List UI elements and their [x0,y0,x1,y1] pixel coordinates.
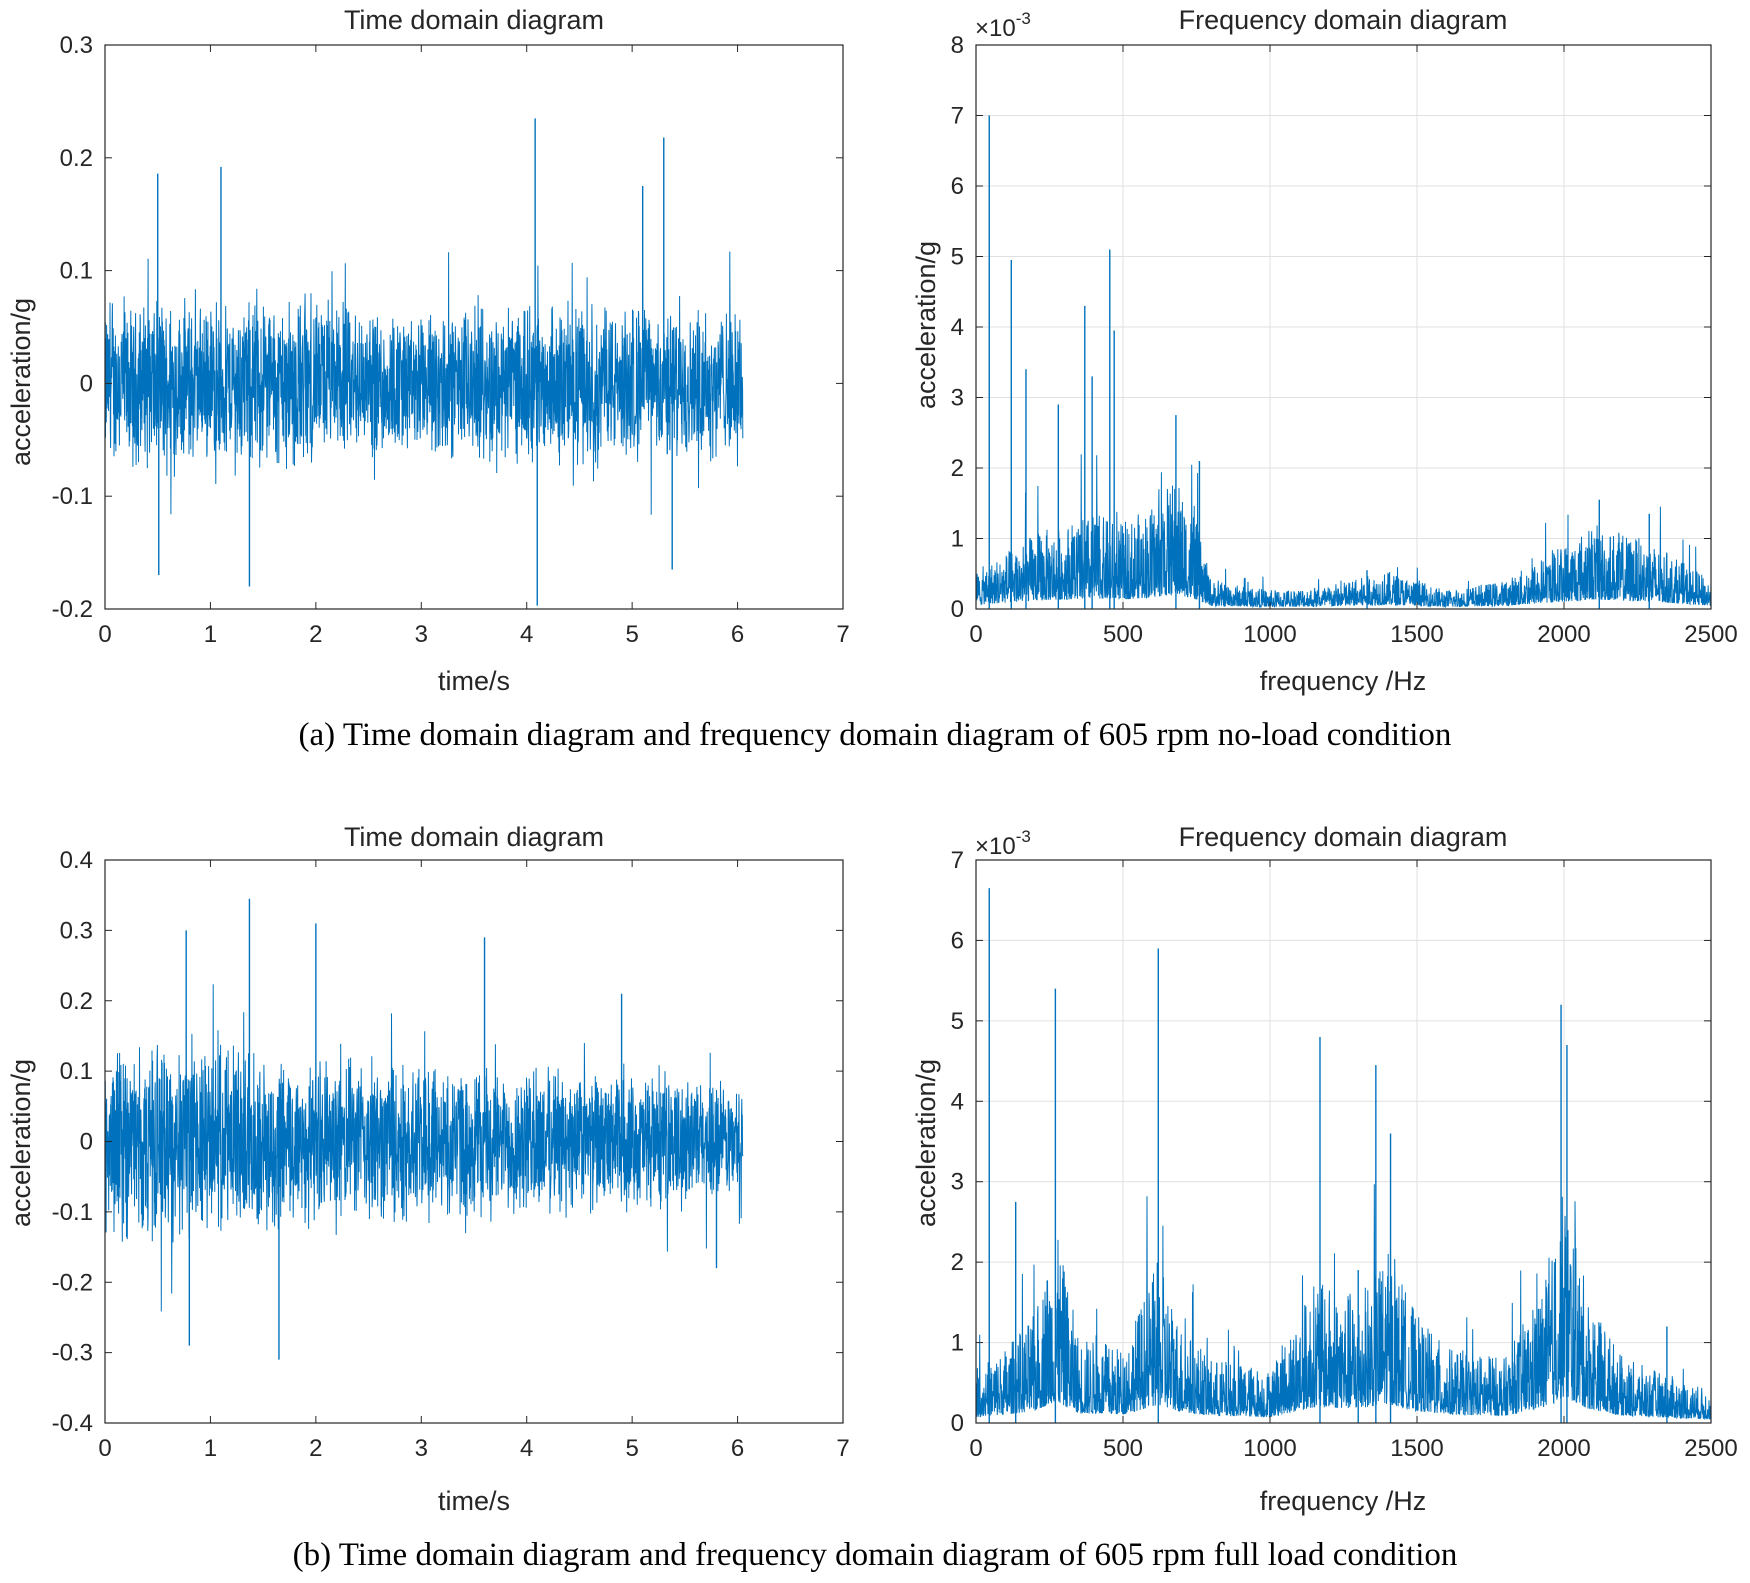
axes-frame [975,859,1712,1424]
y-tick-label: 4 [951,314,964,341]
panel-a-time-title: Time domain diagram [344,5,604,35]
caption-a: (a) Time domain diagram and frequency do… [298,717,1452,753]
panel-a-freq: Frequency domain diagram 0 500 1000 1500 200… [911,5,1738,696]
y-tick-label: 0 [80,370,93,397]
y-tick-label: -0.1 [52,1199,93,1226]
x-tick-label: 2500 [1684,1435,1737,1462]
x-tick-label: 500 [1103,1435,1143,1462]
panel-a-freq-title: Frequency domain diagram [1179,5,1508,35]
y-tick-label: -0.4 [52,1410,93,1437]
y-tick-label: 0.3 [60,32,93,59]
x-tick-label: 1000 [1243,621,1296,648]
panel-b-freq-title: Frequency domain diagram [1179,822,1508,852]
plot-area [105,45,843,609]
y-tick-label: 1 [951,1330,964,1357]
panel-b-freq-multiplier-exp: -3 [1016,827,1031,846]
x-tick-label: 6 [731,621,744,648]
panel-b-freq-multiplier: ×10-3 [975,827,1031,860]
y-tick-label: -0.3 [52,1340,93,1367]
y-tick-label: 8 [951,32,964,59]
x-tick-label: 0 [98,621,111,648]
x-tick-label: 0 [98,1435,111,1462]
y-tick-label: 5 [951,1008,964,1035]
x-tick-label: 4 [520,621,533,648]
y-tick-label: 4 [951,1088,964,1115]
y-tick-label: 7 [951,847,964,874]
y-tick-label: -0.2 [52,596,93,623]
y-tick-label: 2 [951,1249,964,1276]
x-tick-label: 2000 [1537,1435,1590,1462]
x-tick-label: 2 [309,1435,322,1462]
y-tick-label: 0 [951,1410,964,1437]
x-tick-label: 2500 [1684,621,1737,648]
x-tick-label: 5 [625,1435,638,1462]
panel-a-freq-multiplier-exp: -3 [1016,9,1031,28]
y-tick-label: 3 [951,1169,964,1196]
x-tick-label: 4 [520,1435,533,1462]
panel-a-freq-multiplier-base: ×10 [975,15,1016,42]
panel-b-freq-plot: 0 500 1000 1500 2000 2500 0 1 2 3 4 5 6 7 [951,847,1738,1462]
x-tick-label: 3 [415,1435,428,1462]
x-tick-label: 3 [415,621,428,648]
panel-a-freq-plot: 0 500 1000 1500 2000 2500 0 1 2 3 4 5 6 7 8 [951,32,1738,648]
y-tick-label: 5 [951,244,964,271]
caption-b: (b) Time domain diagram and frequency do… [292,1537,1458,1573]
x-tick-label: 2 [309,621,322,648]
y-tick-label: 0.4 [60,847,93,874]
y-tick-label: 2 [951,455,964,482]
y-tick-label: 0.2 [60,988,93,1015]
signal-trace [975,1184,1712,1420]
y-tick-label: -0.2 [52,1269,93,1296]
x-tick-label: 5 [625,621,638,648]
panel-b-time: Time domain diagram 0 1 2 3 4 5 6 7 -0.4 -0.3 -0.2… [6,822,850,1516]
panel-b-time-title: Time domain diagram [344,822,604,852]
x-tick-label: 7 [836,1435,849,1462]
panel-b-time-ylabel: acceleration/g [6,1059,36,1227]
panel-a-time: Time domain diagram 0 1 2 3 4 5 6 7 -0.2 -0.1 0 0.1… [6,5,850,696]
x-tick-label: 1500 [1390,1435,1443,1462]
y-tick-label: 3 [951,385,964,412]
panel-a-time-plot: 0 1 2 3 4 5 6 7 -0.2 -0.1 0 0.1 0.2 0.3 [52,32,850,648]
y-tick-label: -0.1 [52,483,93,510]
y-tick-label: 0.3 [60,917,93,944]
x-tick-label: 0 [969,1435,982,1462]
panel-a-time-ylabel: acceleration/g [6,298,36,466]
panel-a-freq-multiplier: ×10-3 [975,9,1031,42]
x-tick-label: 2000 [1537,621,1590,648]
x-tick-label: 7 [836,621,849,648]
x-tick-label: 500 [1103,621,1143,648]
signal-trace [104,251,744,515]
x-tick-label: 0 [969,621,982,648]
x-tick-label: 1 [204,621,217,648]
y-tick-label: 7 [951,103,964,130]
panel-b-time-xlabel: time/s [438,1486,510,1516]
panel-b-time-plot: 0 1 2 3 4 5 6 7 -0.4 -0.3 -0.2 -0.1 0 0.1 0.2 0.3 0.4 [52,847,850,1462]
y-tick-label: 0.1 [60,258,93,285]
panel-a-freq-ylabel: acceleration/g [911,241,941,409]
y-tick-label: 0 [951,596,964,623]
y-tick-label: 0.2 [60,145,93,172]
y-tick-label: 1 [951,526,964,553]
panel-b-freq-xlabel: frequency /Hz [1260,1486,1427,1516]
y-tick-label: 0 [80,1129,93,1156]
signal-trace [104,984,744,1312]
x-tick-label: 6 [731,1435,744,1462]
x-tick-label: 1000 [1243,1435,1296,1462]
panel-a-freq-xlabel: frequency /Hz [1260,666,1427,696]
x-tick-label: 1500 [1390,621,1443,648]
y-tick-label: 6 [951,173,964,200]
panel-b-freq-ylabel: acceleration/g [911,1059,941,1227]
x-tick-label: 1 [204,1435,217,1462]
y-tick-label: 0.1 [60,1058,93,1085]
panel-a-time-xlabel: time/s [438,666,510,696]
panel-b-freq: Frequency domain diagram 0 500 1000 1500 200… [911,822,1738,1516]
panel-b-freq-multiplier-base: ×10 [975,833,1016,860]
axes-frame [104,44,844,610]
signal-trace [975,454,1712,609]
y-tick-label: 6 [951,927,964,954]
